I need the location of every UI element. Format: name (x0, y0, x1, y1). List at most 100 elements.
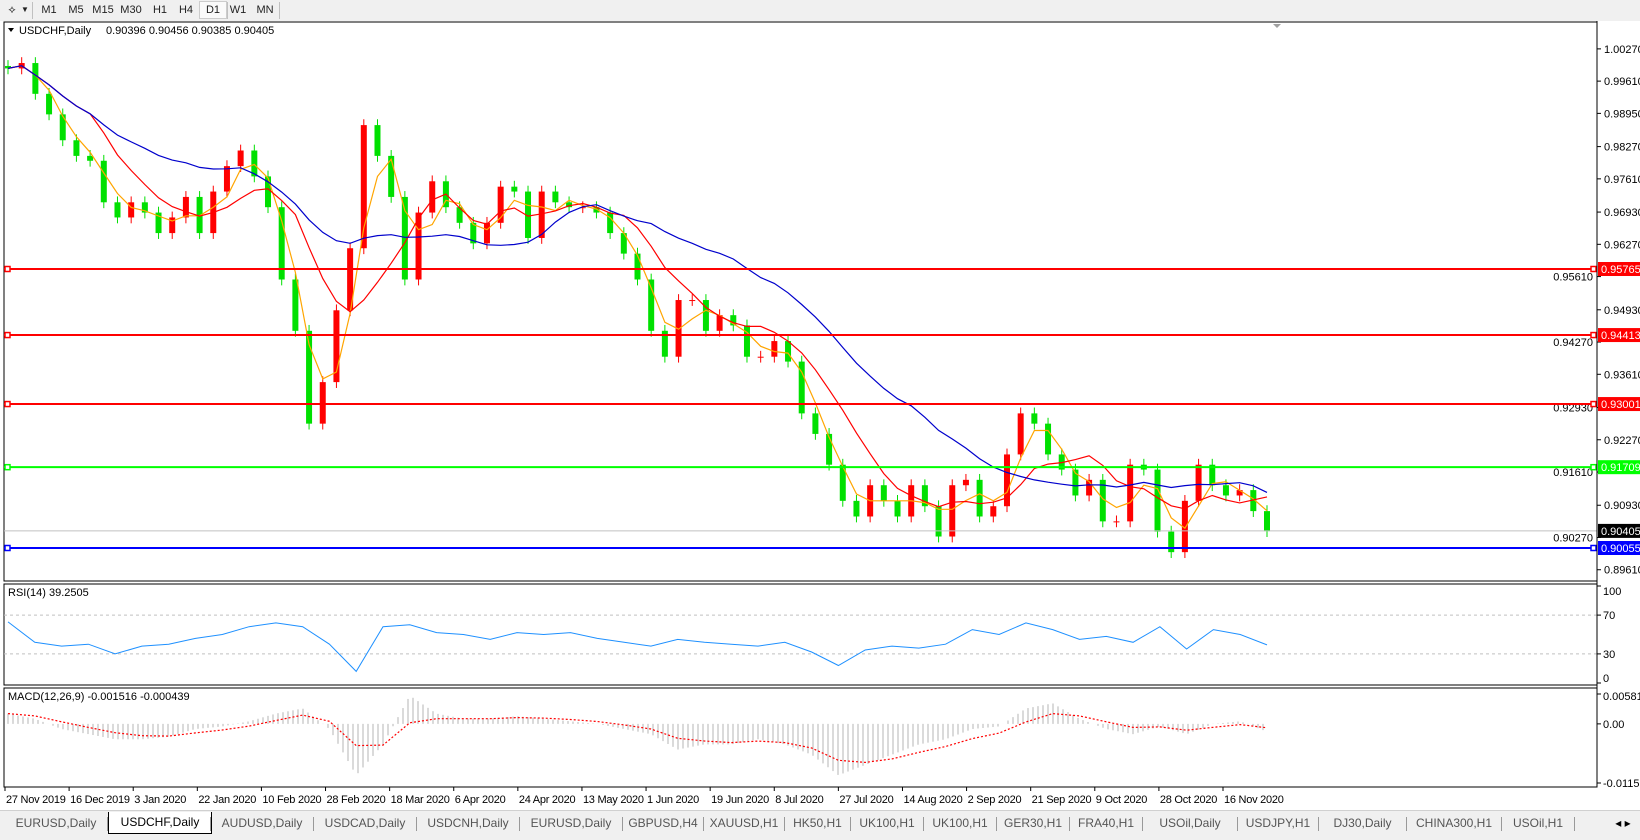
date-tick-label: 16 Nov 2020 (1224, 794, 1284, 806)
price-tick-label: 0.92930 (1553, 403, 1593, 415)
line-handle-left[interactable] (4, 544, 11, 552)
date-tick-label: 14 Aug 2020 (903, 794, 962, 806)
tab-hk50-h1[interactable]: HK50,H1 (793, 816, 842, 830)
chart-menu-triangle-icon[interactable] (8, 28, 14, 32)
line-handle-right[interactable] (1590, 463, 1597, 471)
timeframe-m15[interactable]: M15 (92, 4, 114, 16)
date-tick-label: 6 Apr 2020 (455, 794, 506, 806)
tab-usdcad-daily[interactable]: USDCAD,Daily (324, 816, 406, 830)
tab-separator (850, 817, 851, 831)
candle-body (333, 310, 340, 383)
candle-body (374, 125, 381, 156)
date-tick-label: 8 Jul 2020 (775, 794, 823, 806)
tab-uk100-h1[interactable]: UK100,H1 (859, 816, 915, 830)
price-label-background (1598, 262, 1640, 276)
price-tick-label: 0.94270 (1553, 337, 1593, 349)
tab-xauusd-h1[interactable]: XAUUSD,H1 (709, 816, 779, 830)
tab-fra40-h1[interactable]: FRA40,H1 (1077, 816, 1135, 830)
candle-body (826, 433, 833, 465)
price-label-background (1598, 397, 1640, 412)
candle-body (730, 315, 737, 326)
horizontal-line-price-label: 0.90055 (1601, 543, 1640, 555)
line-handle-left[interactable] (4, 331, 11, 339)
tab-usoil-daily[interactable]: USOil,Daily (1159, 816, 1221, 830)
tab-ger30-h1[interactable]: GER30,H1 (1003, 816, 1063, 830)
tab-separator (784, 817, 785, 831)
candle-body (1236, 490, 1243, 496)
tab-usdchf-daily[interactable]: USDCHF,Daily (108, 812, 212, 834)
date-tick-label: 9 Oct 2020 (1096, 794, 1147, 806)
tabs-scroll-arrows[interactable]: ◂ ▸ (1615, 816, 1631, 830)
timeframe-h4[interactable]: H4 (178, 4, 194, 16)
tab-eurusd-daily[interactable]: EURUSD,Daily (530, 816, 612, 830)
date-tick-label: 22 Jan 2020 (198, 794, 256, 806)
tab-separator (1406, 817, 1407, 831)
date-tick-label: 28 Feb 2020 (327, 794, 386, 806)
timeframe-m1[interactable]: M1 (41, 4, 57, 16)
timeframe-mn[interactable]: MN (256, 4, 274, 16)
candle-body (607, 212, 614, 234)
timeframe-w1[interactable]: W1 (229, 4, 247, 16)
tab-gbpusd-h4[interactable]: GBPUSD,H4 (628, 816, 698, 830)
candle-body (401, 196, 408, 280)
candle-body (73, 140, 80, 156)
date-tick-label: 18 Mar 2020 (391, 794, 450, 806)
candle-body (1072, 469, 1079, 496)
candle-body (1031, 413, 1038, 424)
tab-audusd-daily[interactable]: AUDUSD,Daily (221, 816, 303, 830)
price-tick-label: 0.95610 (1553, 272, 1593, 284)
candle-body (716, 315, 723, 331)
price-tick-label: 0.93610 (1604, 369, 1640, 381)
tab-separator (1142, 817, 1143, 831)
line-handle-left[interactable] (4, 463, 11, 471)
timeframe-m5[interactable]: M5 (68, 4, 84, 16)
candle-body (935, 506, 942, 537)
candle-body (538, 191, 545, 238)
line-handle-left[interactable] (4, 400, 11, 408)
date-tick-label: 19 Jun 2020 (711, 794, 769, 806)
tab-usdcnh-daily[interactable]: USDCNH,Daily (427, 816, 509, 830)
candle-body (757, 356, 764, 358)
tab-eurusd-daily[interactable]: EURUSD,Daily (15, 816, 97, 830)
candle-body (141, 202, 148, 213)
timeframe-d1[interactable]: D1 (199, 1, 227, 19)
candle-body (880, 485, 887, 501)
candle-body (771, 341, 778, 357)
candle-body (483, 222, 490, 244)
candle-body (155, 212, 162, 234)
price-tick-label: 0.96930 (1604, 207, 1640, 219)
candle-body (798, 361, 805, 414)
tab-separator (1318, 817, 1319, 831)
line-tools-icon[interactable]: ⟡ (8, 4, 16, 16)
chart-window[interactable]: 1.00270 0.99610 0.98950 0.98270 0.97610 0.969… (0, 21, 1640, 810)
line-handle-right[interactable] (1590, 400, 1597, 408)
candle-body (593, 207, 600, 213)
price-tick-label: 0.97610 (1604, 174, 1640, 186)
horizontal-line-price-label: 0.93001 (1601, 399, 1640, 411)
line-handle-right[interactable] (1590, 331, 1597, 339)
candle-body (360, 125, 367, 249)
tab-dj30-daily[interactable]: DJ30,Daily (1333, 816, 1392, 830)
line-handle-left[interactable] (4, 265, 11, 273)
candle-body (32, 63, 39, 94)
chart-shift-marker-icon[interactable] (1273, 24, 1281, 28)
tab-usdjpy-h1[interactable]: USDJPY,H1 (1245, 816, 1311, 830)
chevron-down-icon[interactable]: ▼ (21, 5, 29, 14)
timeframe-h1[interactable]: H1 (152, 4, 168, 16)
tab-uk100-h1[interactable]: UK100,H1 (932, 816, 988, 830)
timeframe-m30[interactable]: M30 (120, 4, 142, 16)
price-label-background (1598, 460, 1640, 475)
line-handle-right[interactable] (1590, 265, 1597, 273)
tab-china300-h1[interactable]: CHINA300,H1 (1415, 816, 1493, 830)
candle-body (306, 330, 313, 424)
date-tick-label: 28 Oct 2020 (1160, 794, 1217, 806)
date-tick-label: 1 Jun 2020 (647, 794, 699, 806)
candle-body (470, 222, 477, 244)
line-handle-right[interactable] (1590, 544, 1597, 552)
candle-body (114, 202, 121, 218)
candle-body (128, 202, 135, 218)
candle-body (634, 253, 641, 280)
macd-tick-label: 0.005818 (1603, 691, 1640, 703)
horizontal-line-price-label: 0.94413 (1601, 330, 1640, 342)
tab-usoil-h1[interactable]: USOil,H1 (1512, 816, 1563, 830)
